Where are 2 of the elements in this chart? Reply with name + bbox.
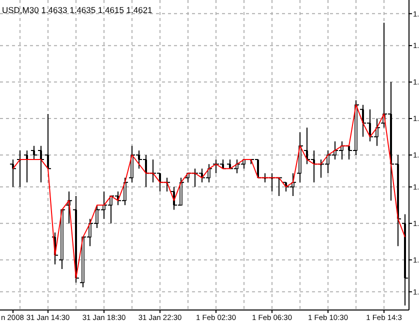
- line-series: [12, 104, 406, 279]
- text: USD,M30 1.4633 1.4635 1.4615 1.4621: [2, 5, 153, 15]
